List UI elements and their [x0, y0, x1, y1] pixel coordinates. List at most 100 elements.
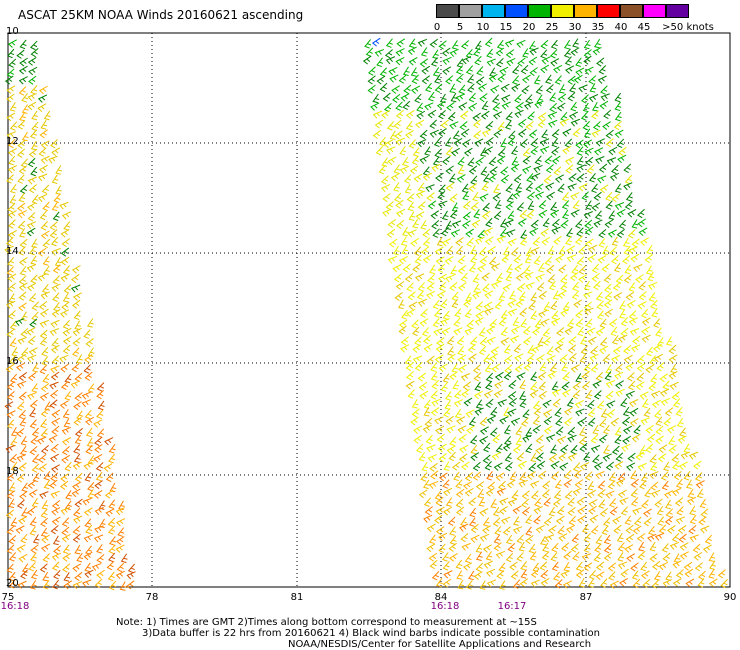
wind-barb	[517, 57, 526, 67]
wind-barb	[60, 256, 70, 266]
wind-barb	[643, 407, 651, 418]
wind-barb	[486, 415, 496, 424]
wind-barb	[522, 147, 530, 158]
wind-barb	[27, 101, 37, 111]
wind-barb	[644, 254, 653, 264]
wind-barb	[457, 346, 465, 356]
wind-barb	[49, 399, 58, 409]
wind-barb	[462, 381, 472, 391]
wind-barb	[556, 436, 567, 445]
wind-barb	[365, 47, 374, 57]
wind-barb	[30, 85, 38, 95]
wind-barb	[596, 300, 604, 310]
wind-barb	[440, 382, 448, 392]
wind-barb	[617, 561, 628, 570]
wind-barb	[450, 92, 458, 103]
wind-barb	[519, 578, 529, 588]
wind-barb	[570, 444, 578, 455]
wind-barb	[567, 426, 576, 437]
wind-barb	[17, 353, 26, 363]
wind-barb	[393, 119, 402, 129]
wind-barb	[51, 561, 60, 571]
wind-barb	[549, 102, 557, 113]
wind-barb	[575, 408, 585, 417]
wind-barb	[455, 488, 465, 498]
wind-barb	[426, 282, 435, 292]
wind-barb	[584, 238, 594, 248]
wind-barb	[9, 354, 17, 365]
wind-barb	[558, 84, 566, 94]
wind-barb	[51, 147, 61, 156]
wind-barb	[457, 354, 467, 364]
wind-barb	[534, 191, 544, 200]
wind-barb	[587, 336, 597, 345]
wind-barb	[472, 273, 480, 284]
wind-barb	[489, 427, 498, 437]
wind-barb	[631, 570, 639, 580]
wind-barb	[467, 343, 476, 354]
wind-barb	[559, 354, 568, 364]
wind-barb	[411, 398, 419, 409]
wind-barb	[518, 541, 526, 552]
wind-barb	[595, 561, 605, 571]
wind-barb	[486, 48, 494, 59]
wind-barb	[452, 380, 460, 390]
wind-barb	[15, 525, 25, 534]
wind-barb	[635, 451, 645, 461]
wind-barb	[482, 454, 491, 464]
wind-barb	[519, 471, 527, 482]
wind-barb	[504, 462, 513, 472]
wind-barb	[42, 238, 51, 249]
wind-barb	[445, 182, 455, 192]
wind-barb	[679, 427, 687, 437]
wind-barb	[670, 363, 677, 374]
wind-barb	[40, 508, 48, 519]
wind-barb	[543, 425, 553, 435]
wind-barb	[455, 93, 466, 102]
wind-barb	[583, 532, 591, 543]
wind-barb	[599, 318, 607, 329]
wind-barb	[614, 183, 622, 193]
wind-barb	[52, 264, 61, 274]
wind-barb	[640, 472, 648, 483]
wind-barb	[624, 515, 632, 525]
wind-barb	[692, 543, 701, 553]
wind-barb	[429, 462, 438, 472]
wind-barb	[437, 263, 446, 273]
wind-barb	[596, 57, 605, 67]
wind-barb	[436, 100, 446, 110]
wind-barb	[632, 507, 642, 516]
wind-barb	[402, 100, 411, 111]
wind-barb	[7, 165, 17, 174]
wind-barb	[533, 406, 542, 417]
wind-barb	[59, 400, 69, 409]
wind-barb	[593, 390, 602, 400]
wind-barb	[653, 409, 662, 419]
wind-barb	[512, 190, 522, 200]
wind-barb	[31, 463, 40, 473]
wind-barb	[688, 525, 697, 535]
wind-barb	[572, 127, 581, 138]
wind-barb	[578, 577, 586, 588]
wind-barb	[459, 444, 469, 454]
wind-barb	[490, 263, 501, 272]
wind-barb	[587, 578, 595, 588]
wind-barb	[395, 56, 405, 66]
wind-barb	[481, 129, 492, 137]
wind-barb	[554, 75, 562, 85]
wind-barb	[432, 228, 440, 238]
wind-barb	[575, 318, 584, 328]
wind-barb	[570, 272, 579, 282]
scale-label: 35	[591, 22, 605, 33]
wind-barb	[538, 200, 547, 210]
wind-barb	[108, 552, 116, 563]
wind-barb	[445, 245, 453, 256]
wind-barb	[62, 292, 70, 303]
wind-barb	[60, 507, 70, 515]
wind-barb	[419, 58, 429, 68]
wind-barb	[616, 208, 626, 218]
wind-barb	[540, 228, 550, 237]
wind-barb	[98, 500, 106, 510]
wind-barb	[6, 410, 16, 419]
wind-barb	[74, 472, 83, 483]
